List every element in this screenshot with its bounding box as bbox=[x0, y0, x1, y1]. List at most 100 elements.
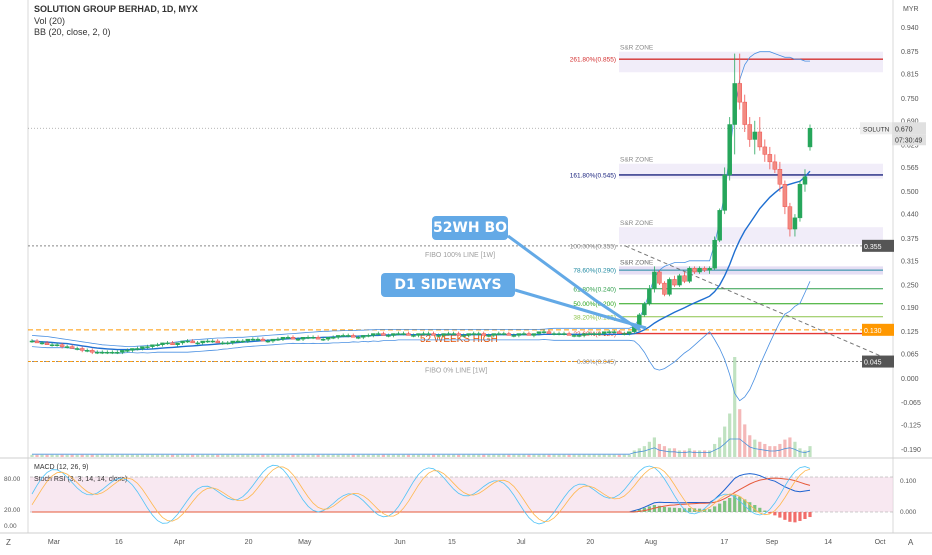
volume-bar bbox=[632, 450, 636, 457]
volume-bar bbox=[251, 454, 255, 457]
volume-bar bbox=[125, 454, 129, 457]
candle-body bbox=[391, 333, 396, 336]
candle-body bbox=[667, 279, 672, 295]
candle-body bbox=[44, 342, 50, 345]
candle-body bbox=[481, 333, 486, 336]
candle-body bbox=[451, 333, 456, 335]
volume-bar bbox=[286, 454, 290, 457]
candle-body bbox=[295, 338, 301, 341]
callout-52wh-bo: 52WH BO bbox=[432, 216, 508, 240]
candle-body bbox=[195, 342, 200, 345]
volume-bar bbox=[687, 448, 692, 457]
price-axis-tick: 0.190 bbox=[901, 305, 919, 312]
volume-bar bbox=[517, 454, 521, 457]
volume-bar bbox=[115, 454, 119, 457]
bollinger-indicator-label: BB (20, close, 2, 0) bbox=[34, 27, 111, 37]
candle-body bbox=[441, 333, 446, 336]
candle-body bbox=[486, 335, 492, 337]
stoch-k-line bbox=[31, 464, 811, 525]
volume-bar bbox=[371, 454, 375, 457]
candle-body bbox=[265, 340, 271, 343]
volume-bar bbox=[622, 454, 626, 457]
candle-body bbox=[240, 340, 246, 343]
stoch-axis-tick: 80.00 bbox=[4, 476, 21, 483]
stoch-axis-tick: 0.00 bbox=[4, 523, 17, 530]
volume-bar bbox=[65, 454, 69, 457]
countdown: 07:30:49 bbox=[895, 137, 922, 144]
candle-body bbox=[446, 333, 451, 335]
candle-body bbox=[64, 346, 70, 348]
volume-bar bbox=[70, 454, 74, 457]
candle-body bbox=[225, 342, 231, 345]
macd-hist-bar bbox=[677, 508, 682, 512]
candle-body bbox=[89, 350, 95, 353]
candle-body bbox=[496, 333, 502, 335]
volume-bar bbox=[557, 454, 561, 457]
price-axis-tick: -0.125 bbox=[901, 423, 921, 430]
candle-body bbox=[345, 335, 351, 337]
price-badge-bg bbox=[862, 239, 894, 252]
volume-bar bbox=[351, 454, 355, 457]
volume-bar bbox=[391, 454, 395, 457]
volume-bar bbox=[266, 454, 270, 457]
symbol-label: SOLUTN bbox=[863, 126, 890, 133]
volume-bar bbox=[682, 450, 687, 457]
sr-zone-label: S&R ZONE bbox=[620, 157, 654, 164]
candle-body bbox=[54, 344, 60, 346]
volume-bar bbox=[642, 446, 646, 457]
weeks52-high-label: 52 WEEKS HIGH bbox=[420, 334, 498, 345]
volume-bar bbox=[120, 454, 124, 457]
candle-body bbox=[622, 333, 627, 335]
macd-hist-bar bbox=[637, 509, 641, 512]
candle-body bbox=[697, 267, 702, 273]
candle-body bbox=[330, 337, 336, 339]
macd-hist-bar bbox=[798, 512, 802, 521]
candle-body bbox=[581, 333, 587, 336]
volume-bar bbox=[692, 450, 697, 457]
candle-body bbox=[376, 333, 381, 335]
candle-body bbox=[320, 338, 326, 341]
volume-bar bbox=[723, 426, 727, 457]
sr-zone bbox=[619, 163, 883, 179]
candle-body bbox=[205, 340, 210, 343]
candle-body bbox=[155, 344, 160, 346]
candle-body bbox=[285, 337, 291, 339]
candle-body bbox=[571, 335, 577, 337]
volume-bar bbox=[366, 454, 370, 457]
volume-bar bbox=[436, 454, 441, 457]
volume-bar bbox=[507, 454, 511, 457]
volume-bar bbox=[110, 454, 114, 457]
fib-label: 161.80%(0.545) bbox=[570, 172, 616, 179]
candle-body bbox=[436, 335, 441, 337]
macd-label: MACD (12, 26, 9) bbox=[34, 464, 88, 471]
candle-body bbox=[647, 288, 652, 304]
candle-body bbox=[456, 333, 461, 336]
macd-hist-bar bbox=[662, 506, 667, 512]
candle-body bbox=[601, 331, 607, 334]
volume-bar bbox=[607, 454, 611, 457]
volume-bar bbox=[386, 454, 390, 457]
candle-body bbox=[356, 337, 361, 339]
price-badge-bg bbox=[862, 355, 894, 368]
candle-body bbox=[747, 124, 753, 140]
volume-bar bbox=[502, 454, 506, 457]
candle-body bbox=[682, 275, 687, 282]
candle-body bbox=[140, 346, 145, 349]
volume-indicator-label: Vol (20) bbox=[34, 16, 66, 26]
price-axis-tick: 0.250 bbox=[901, 283, 919, 290]
candle-body bbox=[386, 335, 391, 337]
macd-hist-bar bbox=[687, 508, 692, 512]
candle-body bbox=[160, 342, 165, 345]
volume-bar bbox=[662, 446, 667, 457]
candle-body bbox=[466, 333, 471, 336]
countdown-bg bbox=[892, 134, 926, 146]
volume-bar bbox=[221, 454, 225, 457]
fib-label: 38.20%(0.165) bbox=[573, 314, 616, 321]
volume-bar bbox=[582, 454, 586, 457]
candle-body bbox=[551, 333, 557, 335]
price-axis-tick: 0.440 bbox=[901, 212, 919, 219]
price-axis-tick: 0.940 bbox=[901, 25, 919, 32]
macd-hist-bar bbox=[738, 496, 742, 512]
volume-bar bbox=[477, 454, 481, 457]
